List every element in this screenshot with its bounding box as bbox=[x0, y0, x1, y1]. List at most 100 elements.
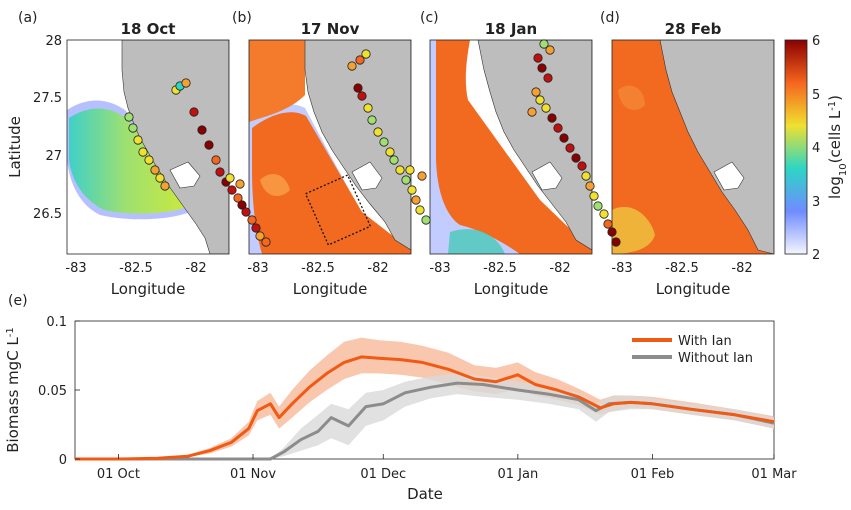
station-dot bbox=[355, 55, 365, 65]
station-dot bbox=[607, 227, 617, 237]
chart-ylabel: Biomass mgC L-1 bbox=[4, 327, 22, 453]
y-tick-label: 0.1 bbox=[46, 315, 67, 330]
lon-tick-a-83: -83 bbox=[65, 261, 86, 276]
map-ylabel: Latitude bbox=[6, 116, 24, 178]
colorbar-tick-5: 5 bbox=[812, 88, 820, 103]
station-dot bbox=[241, 207, 251, 217]
map-panel-c bbox=[429, 39, 593, 255]
panel-label-d: (d) bbox=[600, 10, 620, 26]
map-xlabel-c: Longitude bbox=[474, 280, 549, 298]
panel-label-c: (c) bbox=[420, 10, 439, 26]
panel-title-c: 18 Jan bbox=[485, 20, 537, 38]
station-dot bbox=[545, 45, 555, 55]
station-dot bbox=[367, 115, 377, 125]
lon-tick-d-82: -82 bbox=[731, 261, 752, 276]
station-dot bbox=[363, 103, 373, 113]
station-dot bbox=[133, 135, 143, 145]
colorbar-tick-6: 6 bbox=[812, 34, 820, 49]
station-dot bbox=[417, 171, 427, 181]
lon-tick-d-83: -83 bbox=[611, 261, 632, 276]
station-dot bbox=[385, 147, 395, 157]
station-dot bbox=[603, 219, 613, 229]
series-band-1 bbox=[75, 373, 774, 459]
panel-label-a: (a) bbox=[18, 10, 38, 26]
panel-label-b: (b) bbox=[232, 10, 252, 26]
y-tick-label: 0 bbox=[59, 453, 67, 468]
station-dot bbox=[251, 223, 261, 233]
map-panel-b bbox=[248, 39, 412, 255]
x-tick-label: 01 Nov bbox=[230, 467, 276, 482]
lon-tick-b-83: -83 bbox=[247, 261, 268, 276]
station-dot bbox=[189, 107, 199, 117]
chart-xlabel: Date bbox=[407, 485, 443, 503]
lon-tick-a-82-5: -82.5 bbox=[119, 261, 153, 276]
station-dot bbox=[405, 165, 415, 175]
station-dot bbox=[593, 201, 603, 211]
colorbar-tick-3: 3 bbox=[812, 195, 820, 210]
lat-tick-27-5: 27.5 bbox=[33, 91, 62, 106]
lon-tick-c-82: -82 bbox=[549, 261, 570, 276]
map-xlabel-b: Longitude bbox=[293, 280, 368, 298]
lon-tick-b-82-5: -82.5 bbox=[301, 261, 335, 276]
station-dot bbox=[215, 167, 225, 177]
lon-tick-b-82: -82 bbox=[367, 261, 388, 276]
station-dot bbox=[535, 95, 545, 105]
station-dot bbox=[357, 91, 367, 101]
station-dot bbox=[577, 161, 587, 171]
lat-tick-26-5: 26.5 bbox=[33, 207, 62, 222]
map-xlabel-a: Longitude bbox=[111, 280, 186, 298]
station-dot bbox=[585, 181, 595, 191]
biomass-chart: 0 0.05 0.1 01 Oct 01 Nov 01 Dec 01 Jan 01 Feb 0… bbox=[4, 315, 797, 503]
station-dot bbox=[379, 137, 389, 147]
station-markers bbox=[124, 39, 621, 247]
colorbar-tick-2: 2 bbox=[812, 248, 820, 263]
station-dot bbox=[255, 231, 265, 241]
station-dot bbox=[581, 171, 591, 181]
lat-tick-27: 27 bbox=[45, 149, 62, 164]
station-dot bbox=[227, 185, 237, 195]
map-panel-d bbox=[611, 39, 775, 255]
station-dot bbox=[124, 112, 134, 122]
map-xlabel-d: Longitude bbox=[656, 280, 731, 298]
station-dot bbox=[233, 193, 243, 203]
panel-label-e: (e) bbox=[8, 293, 28, 309]
series-line-0 bbox=[75, 355, 775, 461]
station-dot bbox=[541, 103, 551, 113]
station-dot bbox=[533, 53, 543, 63]
station-dot bbox=[611, 237, 621, 247]
station-dot bbox=[144, 155, 154, 165]
station-dot bbox=[531, 87, 541, 97]
station-dot bbox=[537, 63, 547, 73]
station-dot bbox=[373, 127, 383, 137]
legend-label-without-ian: Without Ian bbox=[678, 351, 753, 366]
station-dot bbox=[547, 113, 557, 123]
station-dot bbox=[347, 61, 357, 71]
panel-title-a: 18 Oct bbox=[121, 20, 176, 38]
station-dot bbox=[211, 155, 221, 165]
x-tick-label: 01 Dec bbox=[360, 467, 406, 482]
station-dot bbox=[237, 200, 247, 210]
colorbar-tick-4: 4 bbox=[812, 141, 820, 156]
station-dot bbox=[225, 173, 235, 183]
station-dot bbox=[559, 133, 569, 143]
panel-title-d: 28 Feb bbox=[665, 20, 722, 38]
lon-tick-c-83: -83 bbox=[429, 261, 450, 276]
station-dot bbox=[539, 39, 549, 49]
station-dot bbox=[235, 179, 245, 189]
station-dot bbox=[599, 209, 609, 219]
station-dot bbox=[407, 185, 417, 195]
x-tick-label: 01 Oct bbox=[97, 467, 140, 482]
y-tick-label: 0.05 bbox=[38, 384, 67, 399]
station-dot bbox=[160, 181, 170, 191]
station-dot bbox=[389, 155, 399, 165]
station-dot bbox=[204, 140, 214, 150]
station-dot bbox=[589, 191, 599, 201]
station-dot bbox=[415, 205, 425, 215]
lon-tick-c-82-5: -82.5 bbox=[483, 261, 517, 276]
station-dot bbox=[150, 165, 160, 175]
station-dot bbox=[527, 107, 537, 117]
station-dot bbox=[128, 123, 138, 133]
station-dot bbox=[421, 215, 431, 225]
lon-tick-d-82-5: -82.5 bbox=[665, 261, 699, 276]
